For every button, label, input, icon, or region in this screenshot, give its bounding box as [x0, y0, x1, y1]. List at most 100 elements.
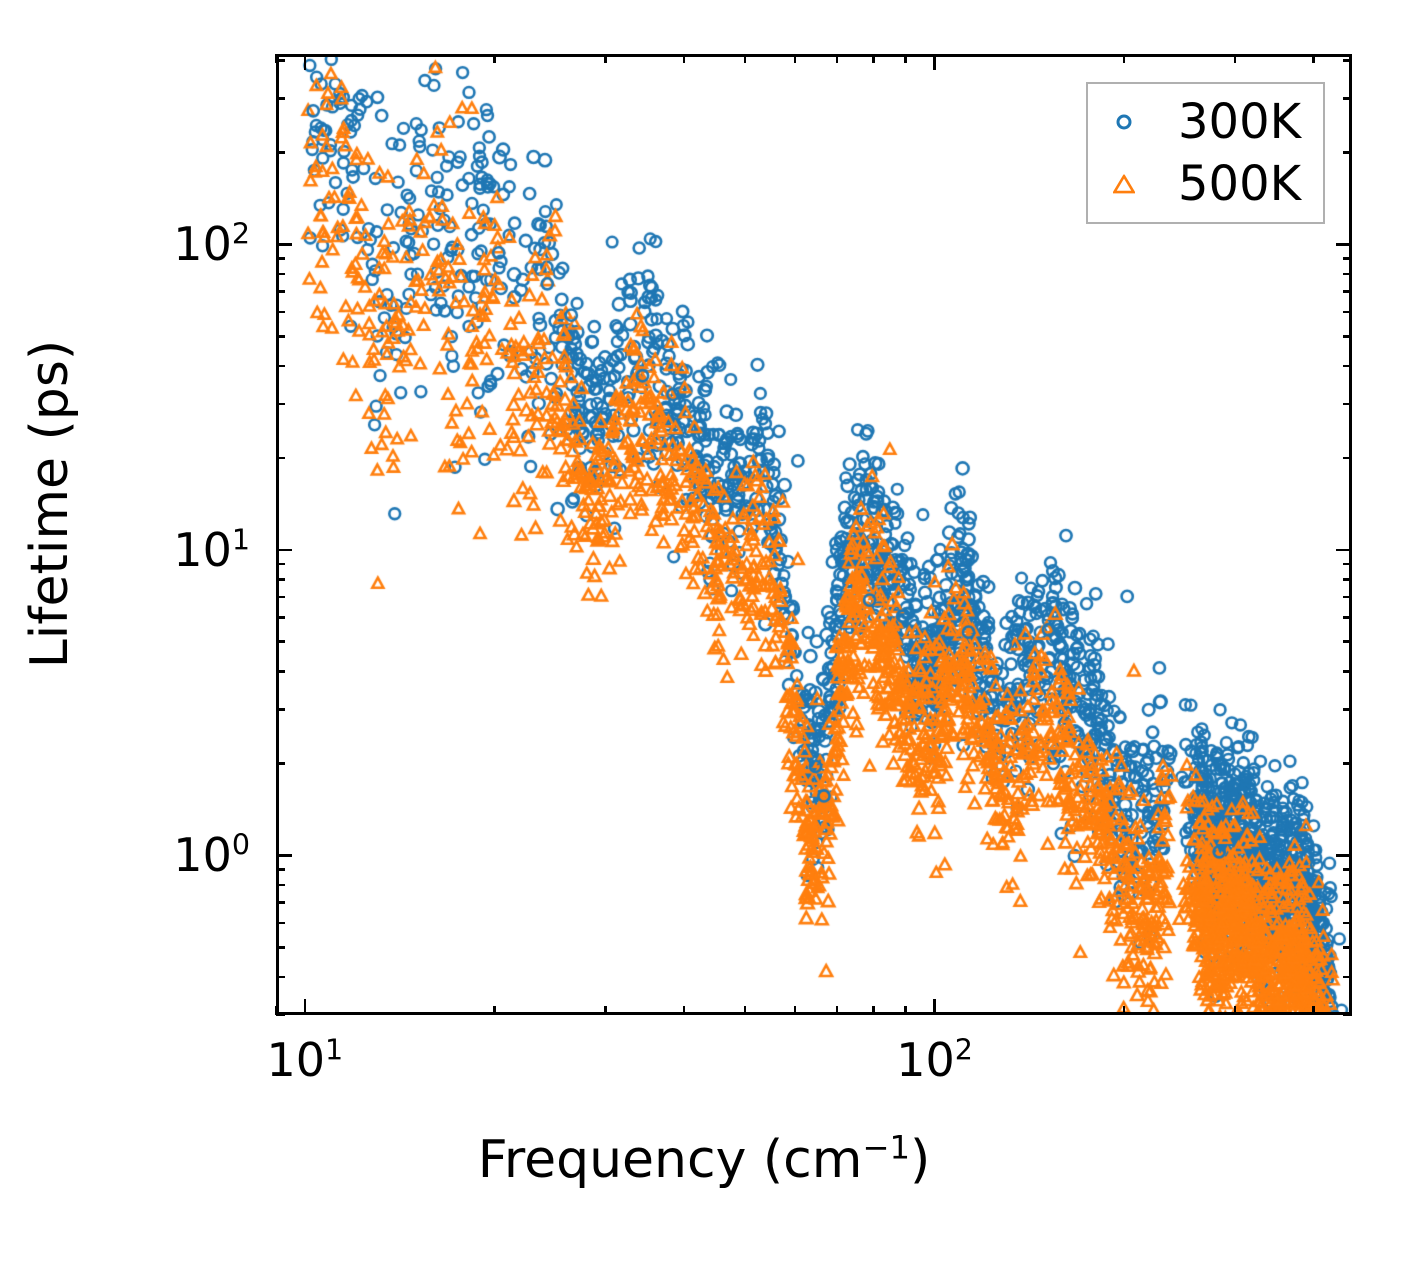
y-minor-tick-right	[1343, 640, 1352, 644]
y-minor-tick	[276, 257, 285, 260]
x-minor-tick	[743, 1006, 747, 1015]
legend-label-300k: 300K	[1178, 94, 1302, 150]
x-minor-tick	[904, 1006, 908, 1015]
y-minor-tick-right	[1343, 402, 1352, 406]
y-minor-tick-right	[1343, 670, 1352, 673]
y-minor-tick-right	[1343, 335, 1352, 338]
y-minor-tick	[276, 335, 285, 338]
y-minor-tick-right	[1343, 762, 1352, 765]
x-axis-label: Frequency (cm−1)	[0, 1130, 1408, 1190]
triangle-open-marker-icon	[1104, 164, 1144, 204]
x-axis-label-prefix: Frequency (cm	[477, 1130, 863, 1190]
y-minor-tick-right	[1343, 310, 1352, 314]
y-major-tick-right	[1336, 853, 1352, 857]
y-major-tick	[276, 243, 292, 246]
x-major-tick-top	[303, 54, 307, 70]
y-major-tick-right	[1336, 243, 1352, 246]
y-minor-tick	[276, 1013, 285, 1017]
x-minor-tick	[793, 1006, 797, 1015]
y-major-tick	[276, 853, 292, 857]
y-minor-tick	[276, 272, 285, 276]
x-minor-tick-top	[835, 54, 839, 63]
y-minor-tick-right	[1343, 151, 1352, 154]
circle-open-marker-icon	[1104, 102, 1144, 142]
y-minor-tick	[276, 402, 285, 406]
y-minor-tick-right	[1343, 1013, 1352, 1017]
y-minor-tick-right	[1343, 616, 1352, 619]
y-tick-label: 100	[173, 828, 250, 883]
x-minor-tick	[1233, 1006, 1237, 1015]
x-minor-tick	[493, 1006, 496, 1015]
y-minor-tick-right	[1343, 921, 1352, 925]
y-minor-tick-right	[1343, 59, 1352, 62]
y-minor-tick	[276, 867, 285, 871]
legend-label-500k: 500K	[1178, 156, 1302, 212]
x-minor-tick	[682, 1006, 686, 1015]
y-minor-tick-right	[1343, 290, 1352, 293]
x-minor-tick-top	[682, 54, 686, 63]
x-minor-tick-top	[904, 54, 908, 63]
legend-entry-500k[interactable]: 500K	[1104, 160, 1301, 208]
y-minor-tick	[276, 616, 285, 619]
y-minor-tick	[276, 562, 285, 566]
y-minor-tick-right	[1343, 901, 1352, 904]
y-minor-tick-right	[1343, 578, 1352, 581]
x-minor-tick-top	[743, 54, 747, 63]
x-minor-tick-top	[793, 54, 797, 63]
y-major-tick	[276, 548, 292, 552]
y-minor-tick	[276, 762, 285, 765]
x-minor-tick-top	[493, 54, 496, 63]
legend-entry-300k[interactable]: 300K	[1104, 98, 1301, 146]
triangle-glyph	[1113, 174, 1135, 194]
y-minor-tick-right	[1343, 272, 1352, 276]
y-tick-label: 101	[173, 522, 250, 577]
y-minor-tick	[276, 59, 285, 62]
x-minor-tick	[835, 1006, 839, 1015]
legend: 300K 500K	[1086, 82, 1326, 224]
x-minor-tick	[1312, 1006, 1316, 1015]
y-minor-tick-right	[1343, 456, 1352, 460]
y-minor-tick-right	[1343, 97, 1352, 100]
x-minor-tick-top	[604, 54, 607, 63]
x-minor-tick	[1122, 1006, 1126, 1015]
y-minor-tick	[276, 708, 285, 711]
y-minor-tick	[276, 975, 285, 979]
x-minor-tick	[274, 1006, 278, 1015]
y-minor-tick	[276, 310, 285, 314]
x-major-tick	[303, 999, 307, 1015]
y-tick-label: 102	[173, 217, 250, 272]
y-minor-tick	[276, 97, 285, 100]
x-tick-label: 102	[896, 1033, 973, 1087]
x-minor-tick-top	[1233, 54, 1237, 63]
y-minor-tick-right	[1343, 883, 1352, 887]
y-minor-tick	[276, 456, 285, 460]
y-minor-tick	[276, 595, 285, 599]
x-minor-tick-top	[1312, 54, 1316, 63]
x-axis-label-exponent: −1	[862, 1128, 910, 1167]
x-major-tick	[933, 999, 936, 1015]
y-minor-tick	[276, 290, 285, 293]
y-minor-tick	[276, 945, 285, 949]
y-minor-tick	[276, 901, 285, 904]
x-major-tick-top	[933, 54, 936, 70]
x-minor-tick-top	[274, 54, 278, 63]
y-major-tick-right	[1336, 548, 1352, 552]
y-minor-tick	[276, 670, 285, 673]
x-minor-tick-top	[1122, 54, 1126, 63]
y-minor-tick-right	[1343, 708, 1352, 711]
x-minor-tick	[872, 1006, 875, 1015]
y-minor-tick	[276, 640, 285, 644]
y-minor-tick-right	[1343, 562, 1352, 566]
x-minor-tick	[604, 1006, 607, 1015]
y-minor-tick	[276, 578, 285, 581]
x-tick-label: 101	[266, 1033, 344, 1087]
x-axis-label-suffix: )	[909, 1130, 931, 1190]
y-minor-tick-right	[1343, 595, 1352, 599]
y-minor-tick	[276, 364, 285, 368]
y-minor-tick	[276, 921, 285, 925]
x-minor-tick-top	[872, 54, 875, 63]
y-minor-tick-right	[1343, 364, 1352, 368]
y-minor-tick	[276, 883, 285, 887]
y-minor-tick-right	[1343, 945, 1352, 949]
